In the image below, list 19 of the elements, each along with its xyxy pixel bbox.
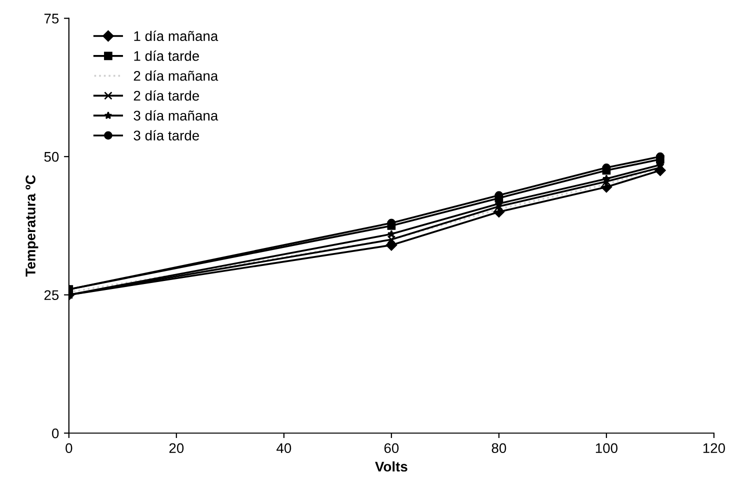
x-tick-label: 120 [703, 443, 725, 454]
x-tick-label: 80 [492, 443, 506, 454]
y-tick-label: 75 [44, 14, 59, 24]
legend-label: 3 día tarde [134, 130, 199, 140]
legend-label: 2 día mañana [134, 70, 218, 81]
x-tick-label: 20 [169, 443, 184, 454]
y-tick-label: 25 [44, 290, 59, 300]
legend-label: 1 día tarde [134, 50, 199, 61]
x-axis-title: Volts [375, 461, 408, 472]
y-axis-title: Temperatura ºC [26, 175, 38, 277]
legend-label: 2 día tarde [134, 90, 199, 101]
x-tick-label: 100 [596, 443, 618, 454]
legend-label: 3 día mañana [134, 110, 218, 121]
y-tick-label: 0 [52, 428, 59, 438]
x-tick-label: 0 [66, 443, 72, 454]
x-tick-label: 40 [276, 443, 292, 454]
y-tick-label: 50 [44, 152, 59, 162]
legend-label: 1 día mañana [134, 30, 218, 42]
x-tick-label: 60 [384, 443, 399, 454]
